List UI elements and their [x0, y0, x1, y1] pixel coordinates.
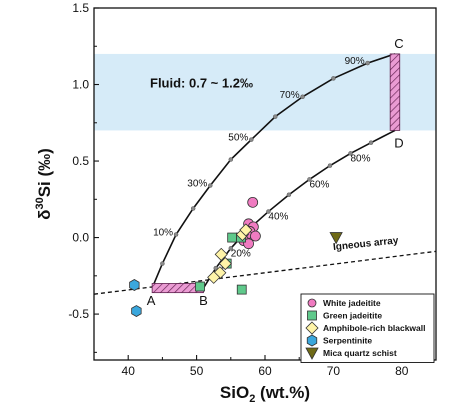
percent-label: 10%: [153, 228, 173, 239]
mixing-curve-node: [228, 157, 234, 162]
legend-entry-label: Amphibole-rich blackwall: [323, 323, 426, 333]
percent-label: 80%: [350, 153, 370, 164]
x-tick-label: 60: [258, 364, 272, 378]
legend-marker: [305, 321, 319, 335]
serpentinite-point: [129, 279, 140, 291]
mixing-curve-node: [286, 192, 292, 197]
green-jadeitite-point: [227, 232, 238, 243]
mixing-curve-node: [213, 265, 219, 271]
mixing-curve-node: [190, 206, 196, 211]
igneous-array-line: [94, 250, 436, 295]
mixing-curve-node: [249, 137, 254, 142]
endmember-range-box: [389, 53, 401, 131]
percent-label: 30%: [187, 179, 207, 190]
mixing-curve-node: [173, 232, 179, 237]
legend-box: [300, 293, 435, 363]
legend-marker: [307, 310, 317, 321]
amphibole-rich-blackwall-point: [239, 223, 253, 237]
mixing-curve-node: [160, 261, 165, 266]
percent-label: 70%: [280, 90, 300, 101]
mixing-curve-node: [300, 94, 305, 100]
mixing-curve-node: [348, 151, 353, 156]
percent-label: 50%: [228, 133, 248, 144]
legend-entry-label: Serpentinite: [323, 336, 372, 346]
percent-label: 90%: [345, 56, 365, 67]
mixing-curve-node: [273, 114, 278, 119]
y-axis-title: δ30Si (‰): [34, 148, 54, 220]
mixing-curve-node: [368, 140, 374, 145]
y-tick-label: 1.5: [72, 1, 89, 15]
y-tick-label: 0.0: [72, 231, 89, 245]
mixing-curve-node: [327, 163, 333, 168]
legend-entry-label: Mica quartz schist: [323, 348, 397, 358]
mixing-curve-node: [331, 76, 336, 81]
x-tick-label: 50: [190, 364, 204, 378]
mixing-curve-AC: [151, 53, 396, 289]
mixing-curve-node: [228, 246, 234, 251]
endmember-label-d: D: [394, 135, 403, 150]
mixing-curve-node: [208, 183, 213, 188]
mixing-curve-node: [307, 177, 312, 182]
green-jadeitite-point: [195, 281, 205, 292]
y-tick-label: -0.5: [68, 307, 89, 321]
x-tick-label: 70: [327, 364, 341, 378]
amphibole-rich-blackwall-point: [207, 270, 221, 284]
legend-marker: [306, 334, 318, 347]
percent-label: 60%: [309, 179, 329, 190]
legend-entry-label: White jadeitite: [323, 298, 381, 308]
amphibole-rich-blackwall-point: [214, 247, 228, 261]
y-tick-label: 0.5: [72, 154, 89, 168]
amphibole-rich-blackwall-point: [218, 257, 232, 271]
white-jadeitite-point: [243, 238, 254, 250]
white-jadeitite-point: [250, 230, 261, 242]
x-tick-label: 80: [395, 364, 409, 378]
endmember-label-c: C: [394, 36, 403, 51]
mixing-curve-node: [365, 60, 370, 66]
legend-marker: [305, 347, 319, 360]
x-tick-label: 40: [122, 364, 136, 378]
mixing-curve-node: [266, 209, 271, 214]
serpentinite-point: [131, 305, 142, 317]
legend-entry-label: Green jadeitite: [323, 311, 382, 321]
percent-label: 40%: [268, 212, 288, 223]
legend-marker: [307, 298, 317, 308]
endmember-label-b: B: [199, 293, 208, 308]
percent-label: 20%: [231, 248, 251, 259]
fluid-band: [94, 53, 436, 131]
white-jadeitite-point: [247, 196, 259, 208]
green-jadeitite-point: [236, 284, 247, 295]
endmember-label-a: A: [147, 293, 156, 308]
igneous-array-label: Igneous array: [333, 235, 400, 253]
mica-quartz-schist-point: [329, 232, 343, 245]
fluid-band-label: Fluid: 0.7 ~ 1.2‰: [150, 76, 253, 91]
y-tick-label: 1.0: [72, 78, 89, 92]
x-axis-title: SiO2 (wt.%): [220, 383, 310, 405]
